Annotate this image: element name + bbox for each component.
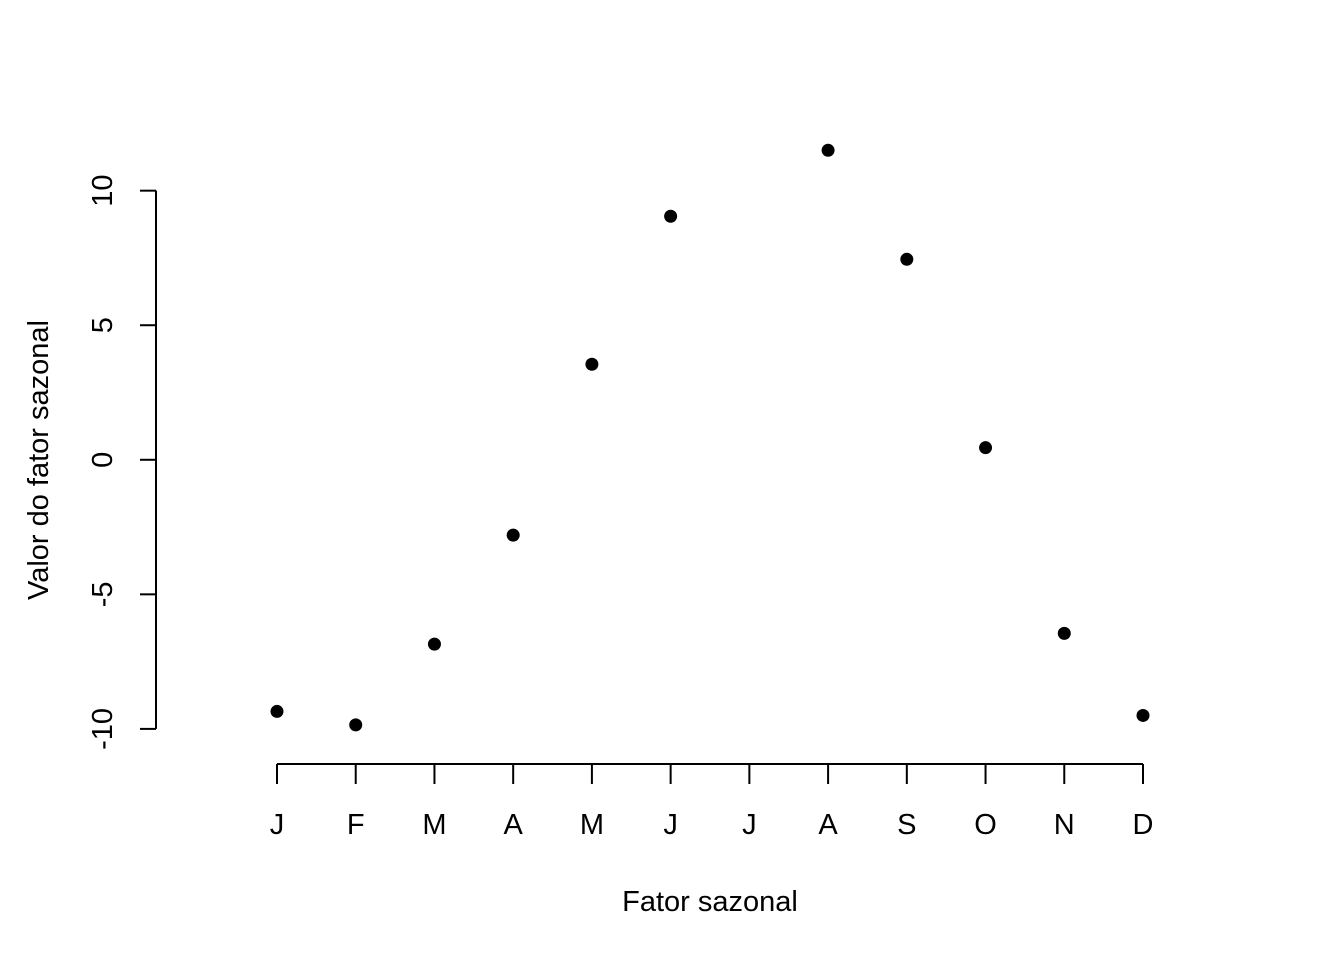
x-tick-label: J — [270, 809, 285, 841]
x-tick-label: D — [1133, 809, 1154, 841]
x-tick-label: J — [663, 809, 678, 841]
y-tick-label: -5 — [87, 581, 119, 607]
y-tick-label: 5 — [87, 317, 119, 333]
x-tick-label: S — [897, 809, 916, 841]
data-point — [349, 718, 363, 732]
data-point — [270, 704, 284, 718]
x-tick-label: O — [974, 809, 997, 841]
y-tick-label: 0 — [87, 452, 119, 468]
data-point — [900, 252, 914, 266]
data-point — [506, 528, 520, 542]
x-tick-label: N — [1054, 809, 1075, 841]
y-tick-label: -10 — [87, 708, 119, 750]
data-point — [585, 357, 599, 371]
x-tick-label: J — [742, 809, 757, 841]
x-tick-label: M — [422, 809, 446, 841]
y-axis-title: Valor do fator sazonal — [23, 320, 55, 600]
y-tick-label: 10 — [87, 175, 119, 207]
data-point — [979, 441, 993, 455]
x-tick-label: M — [580, 809, 604, 841]
data-point — [664, 209, 678, 223]
data-points — [270, 143, 1150, 732]
data-point — [1136, 708, 1150, 722]
data-point — [821, 143, 835, 157]
x-tick-label: A — [818, 809, 838, 841]
data-point — [1057, 626, 1071, 640]
y-axis: -10 -5 0 5 10 — [87, 175, 157, 750]
data-point — [427, 637, 441, 651]
x-tick-label: F — [347, 809, 365, 841]
x-tick-label: A — [504, 809, 524, 841]
x-axis-title: Fator sazonal — [622, 886, 798, 918]
